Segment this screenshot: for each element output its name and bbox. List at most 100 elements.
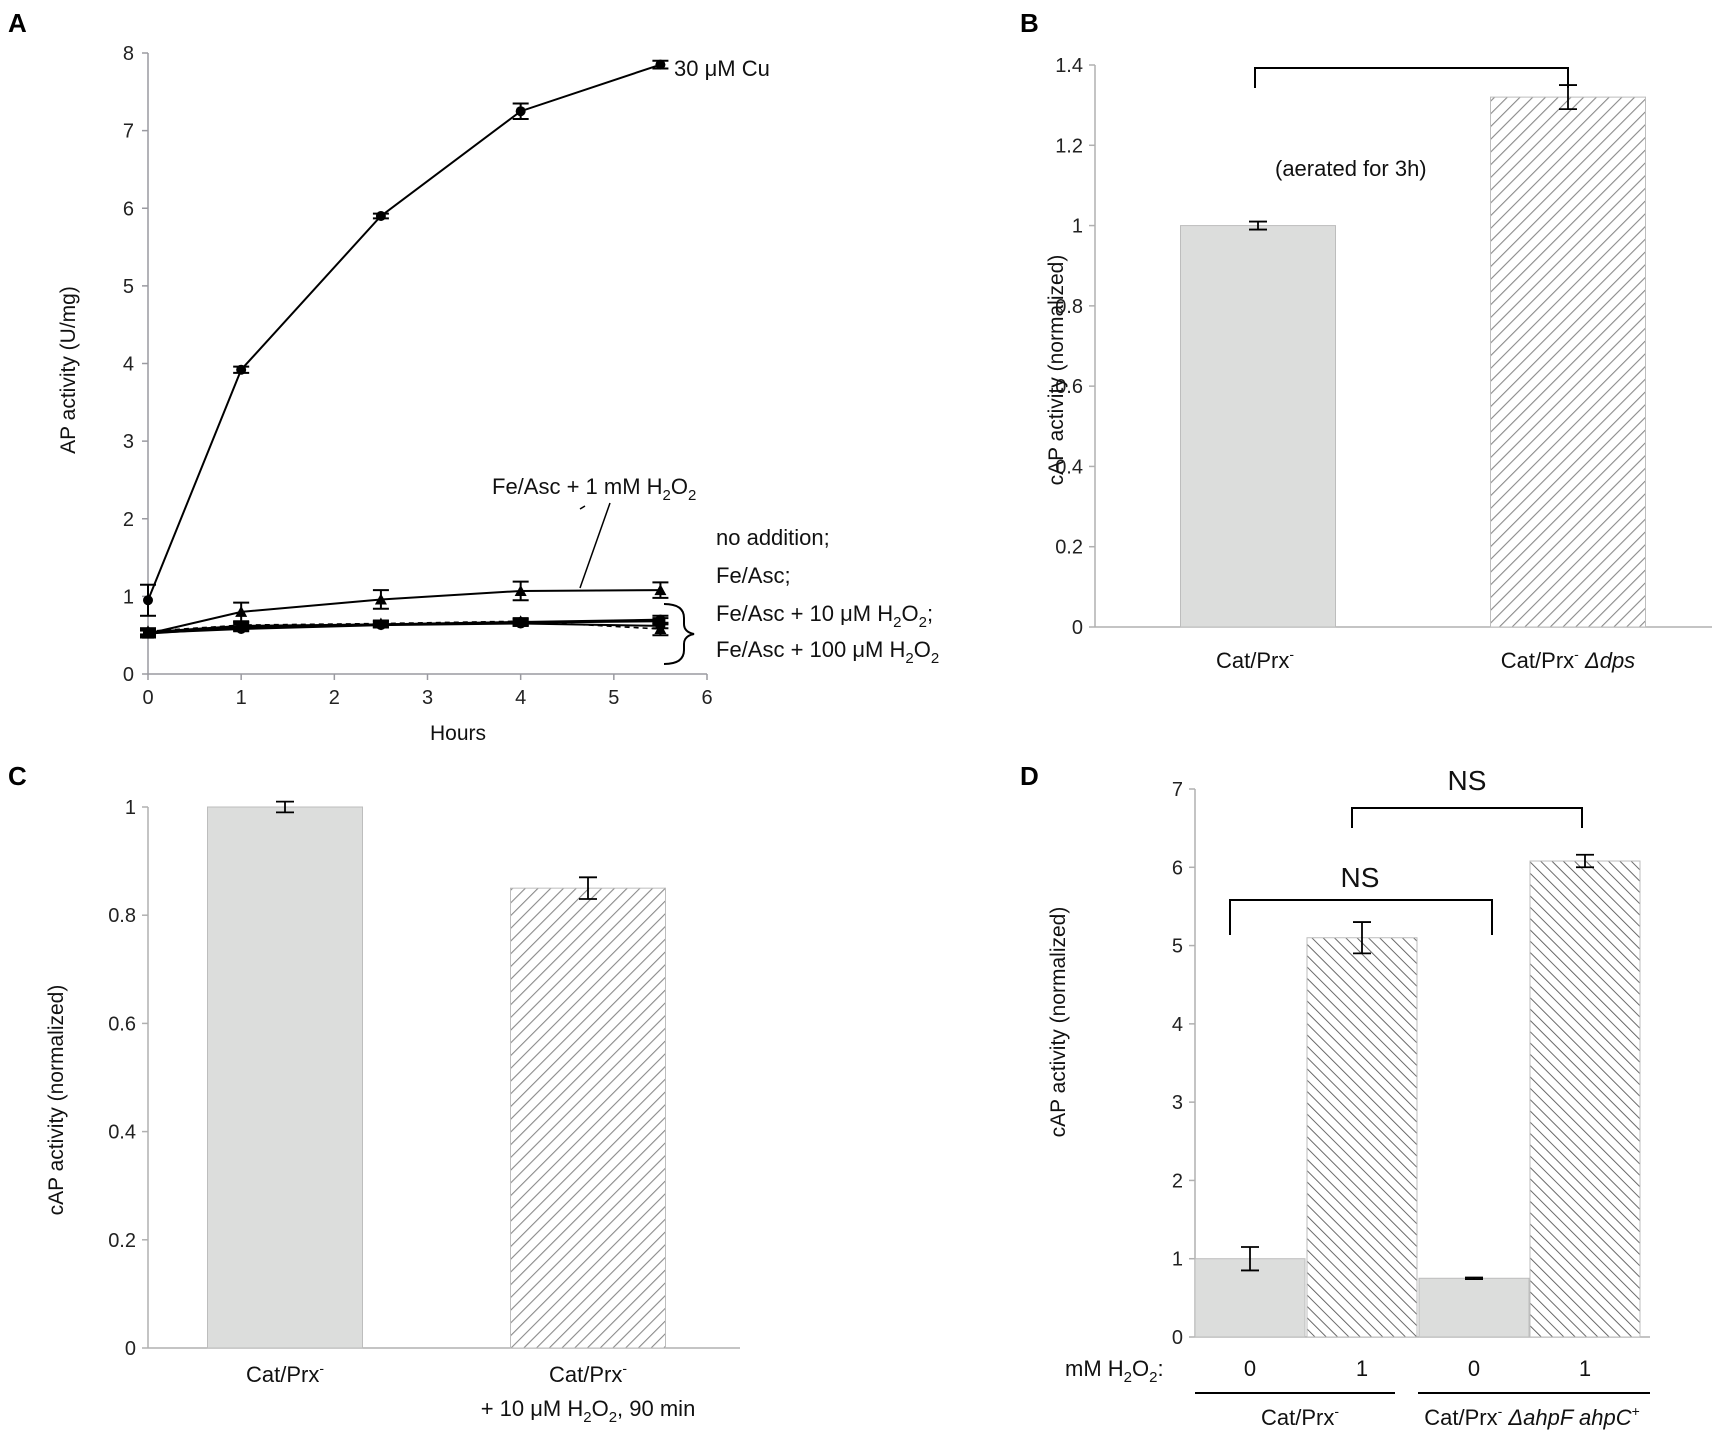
panel-letter-b: B <box>1020 8 1039 38</box>
label-no-addition: no addition; <box>716 525 830 550</box>
panel-d-bar-4 <box>1529 860 1641 1338</box>
panel-a-y-tick-label: 1 <box>123 586 134 608</box>
panel-d-y-tick-label: 5 <box>1172 936 1183 958</box>
series-0-point <box>236 364 247 375</box>
panel-c-y-tick-label: 0.4 <box>108 1122 136 1144</box>
panel-d-dose-label: 1 <box>1356 1356 1368 1381</box>
panel-c-y-tick-label: 0.8 <box>108 905 136 927</box>
panel-d-bar-1 <box>1194 1258 1306 1338</box>
series-5-point <box>374 617 387 629</box>
label-grouping-brace <box>663 603 695 665</box>
panel-a-y-axis-title: AP activity (U/mg) <box>57 286 80 454</box>
series-0-point <box>375 211 386 222</box>
series-1-point <box>654 584 667 596</box>
panel-c-y-axis-title: cAP activity (normalized) <box>45 985 68 1216</box>
panel-c-bar-chart: 0 0.2 0.4 0.6 0.8 1 cAP activity (normalized)… <box>45 797 740 1426</box>
panel-d-h2o2-row-label: mM H2O2: <box>1065 1356 1164 1386</box>
panel-a-x-tick-label: 5 <box>608 687 619 709</box>
panel-a-y-tick-label: 6 <box>123 198 134 220</box>
panel-d-bar-chart: 0 1 2 3 4 5 6 7 cAP activity (normalized) NS NS… <box>1047 765 1650 1430</box>
panel-d-significance-top: NS <box>1448 765 1487 796</box>
panel-d-y-tick-label: 0 <box>1172 1327 1183 1349</box>
panel-d-bracket-top <box>1351 807 1583 828</box>
panel-b-bars <box>1180 84 1646 628</box>
panel-a-x-tick-label: 3 <box>422 687 433 709</box>
panel-b-category-1: Cat/Prx- <box>1216 646 1294 673</box>
series-5-point <box>235 619 248 631</box>
panel-a-y-tick-label: 2 <box>123 509 134 531</box>
panel-d-group-2: Cat/Prx- ΔahpF ahpC+ <box>1424 1403 1640 1430</box>
panel-letter-d: D <box>1020 761 1039 791</box>
panel-c-bar-2 <box>510 887 666 1349</box>
panel-b-y-axis-title: cAP activity (normalized) <box>1045 255 1068 486</box>
panel-c-y-tick-label: 1 <box>125 797 136 819</box>
panel-d-significance-lower: NS <box>1341 862 1380 893</box>
panel-d-dose-label: 0 <box>1468 1356 1480 1381</box>
series-5-point <box>142 625 154 637</box>
panel-b-category-2: Cat/Prx- Δdps <box>1501 646 1635 673</box>
panel-d-bar-2 <box>1306 937 1418 1338</box>
panel-d-y-tick-label: 1 <box>1172 1249 1183 1271</box>
panel-c-category-2: Cat/Prx- <box>549 1360 627 1387</box>
panel-a-x-tick-label: 6 <box>701 687 712 709</box>
panel-a-y-tick-label: 0 <box>123 664 134 686</box>
panel-a-x-tick-label: 0 <box>142 687 153 709</box>
label-fe-asc-100uM-h2o2: Fe/Asc + 100 μM H2O2 <box>716 637 939 667</box>
panel-d-dose-label: 0 <box>1244 1356 1256 1381</box>
panel-letter-a: A <box>8 8 27 38</box>
panel-d-dose-label: 1 <box>1579 1356 1591 1381</box>
panel-a-y-tick-label: 5 <box>123 276 134 298</box>
panel-a-x-tick-label: 2 <box>329 687 340 709</box>
panel-c-bars <box>207 800 666 1349</box>
panel-d-y-tick-label: 3 <box>1172 1092 1183 1114</box>
panel-b-bar-2 <box>1490 96 1646 628</box>
panel-d-dose-labels: 0 1 0 1 <box>1244 1356 1591 1381</box>
panel-a-axes: 0 1 2 3 4 5 6 7 8 0 1 2 3 4 5 6 <box>123 43 713 709</box>
panel-a-y-tick-label: 3 <box>123 431 134 453</box>
panel-d-group-1: Cat/Prx- <box>1261 1403 1339 1430</box>
panel-b-y-tick-label: 0.8 <box>1055 296 1083 318</box>
panel-c-y-tick-label: 0.6 <box>108 1013 136 1035</box>
series-line-0 <box>147 63 661 601</box>
label-fe-asc: Fe/Asc; <box>716 563 791 588</box>
series-1-point <box>514 584 527 596</box>
panel-a-y-tick-label: 7 <box>123 121 134 143</box>
label-fe-asc-10uM-h2o2: Fe/Asc + 10 μM H2O2; <box>716 601 933 631</box>
panel-b-y-tick-label: 0.4 <box>1055 456 1083 478</box>
panel-b-bar-chart: 0 0.2 0.4 0.6 0.8 1 1.2 1.4 cAP activity (norma… <box>1045 55 1712 673</box>
panel-a-x-axis-title: Hours <box>430 722 486 745</box>
panel-c-category-1: Cat/Prx- <box>246 1360 324 1387</box>
panel-d-y-tick-label: 6 <box>1172 857 1183 879</box>
panel-b-bar-1 <box>1180 225 1336 628</box>
panel-b-y-tick-label: 0.2 <box>1055 537 1083 559</box>
panel-letter-c: C <box>8 761 27 791</box>
series-5-point <box>654 622 667 634</box>
panel-d-y-axis-title: cAP activity (normalized) <box>1047 907 1070 1138</box>
panel-d-y-tick-label: 4 <box>1172 1014 1183 1036</box>
panel-b-comparison-bracket <box>1254 67 1569 88</box>
panel-c-y-tick-label: 0.2 <box>108 1230 136 1252</box>
panel-b-annotation: (aerated for 3h) <box>1275 156 1427 181</box>
panel-a-y-tick-label: 4 <box>123 354 134 376</box>
panel-b-y-tick-label: 0.6 <box>1055 376 1083 398</box>
panel-a-x-tick-label: 4 <box>515 687 526 709</box>
panel-a-line-chart: 0 1 2 3 4 5 6 7 8 0 1 2 3 4 5 6 Hours AP activity (U/mg… <box>57 43 939 745</box>
panel-d-bars <box>1194 853 1641 1338</box>
panel-c-category-2-line2: + 10 μM H2O2, 90 min <box>481 1396 696 1426</box>
series-1-point <box>374 593 387 605</box>
panel-d-bracket-lower <box>1229 899 1493 935</box>
label-fe-asc-1mM-h2o2: Fe/Asc + 1 mM H2O2 <box>492 474 696 504</box>
panel-a-series <box>140 59 669 639</box>
panel-c-y-tick-label: 0 <box>125 1338 136 1360</box>
panel-b-y-tick-label: 1 <box>1072 216 1083 238</box>
series-1-point <box>235 605 248 617</box>
label-leader-line <box>579 502 611 589</box>
series-0-point <box>143 595 153 606</box>
panel-a-y-tick-label: 8 <box>123 43 134 65</box>
panel-a-x-tick-label: 1 <box>236 687 247 709</box>
panel-d-bar-3 <box>1418 1277 1530 1338</box>
panel-d-y-tick-label: 2 <box>1172 1170 1183 1192</box>
series-0-point <box>515 106 526 117</box>
series-5-point <box>514 615 527 627</box>
